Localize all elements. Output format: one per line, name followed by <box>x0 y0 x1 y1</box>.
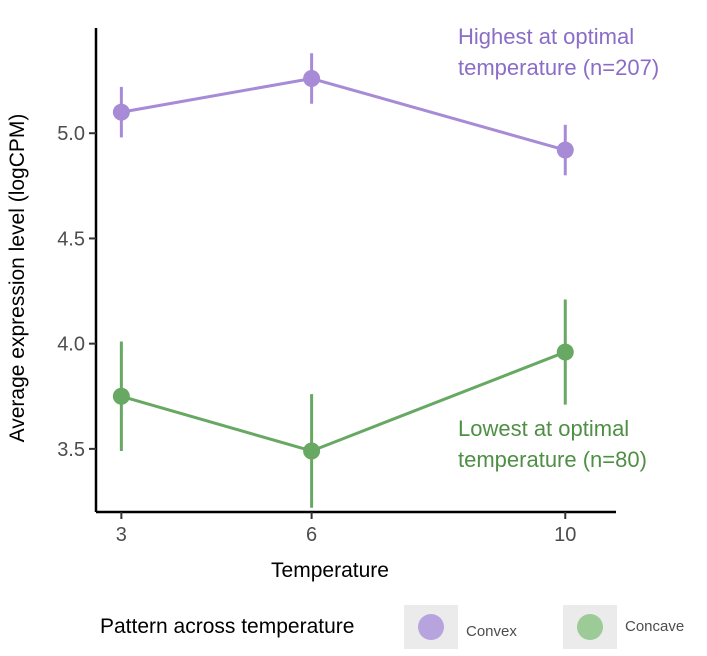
x-tick-label: 10 <box>554 524 576 546</box>
legend-label-concave: Concave <box>625 618 684 635</box>
y-tick-label: 4.0 <box>57 334 85 356</box>
legend-title: Pattern across temperature <box>100 615 354 638</box>
annotation-concave-line2: temperature (n=80) <box>458 447 647 472</box>
y-tick-label: 4.5 <box>57 228 85 250</box>
legend-label-convex: Convex <box>466 623 517 640</box>
data-point-concave <box>556 343 574 361</box>
y-tick-label: 5.0 <box>57 123 85 145</box>
y-tick-label: 3.5 <box>57 439 85 461</box>
x-tick-label: 3 <box>116 524 127 546</box>
legend-key-concave <box>577 614 603 640</box>
x-ticks: 3 6 10 <box>116 512 576 546</box>
annotation-convex-line1: Highest at optimal <box>458 24 634 49</box>
data-point-convex <box>303 70 321 88</box>
legend: Pattern across temperature Convex Concav… <box>100 605 684 649</box>
data-point-convex <box>112 103 130 121</box>
data-point-convex <box>556 141 574 159</box>
x-axis-title: Temperature <box>271 559 389 582</box>
annotation-concave-line1: Lowest at optimal <box>458 416 629 441</box>
y-ticks: 3.5 4.0 4.5 5.0 <box>57 123 96 461</box>
annotation-convex-line2: temperature (n=207) <box>458 55 659 80</box>
data-point-concave <box>303 442 321 460</box>
series-layer <box>112 53 574 508</box>
x-tick-label: 6 <box>306 524 317 546</box>
legend-key-convex <box>418 614 444 640</box>
y-axis-title: Average expression level (logCPM) <box>6 114 29 443</box>
data-point-concave <box>112 387 130 405</box>
